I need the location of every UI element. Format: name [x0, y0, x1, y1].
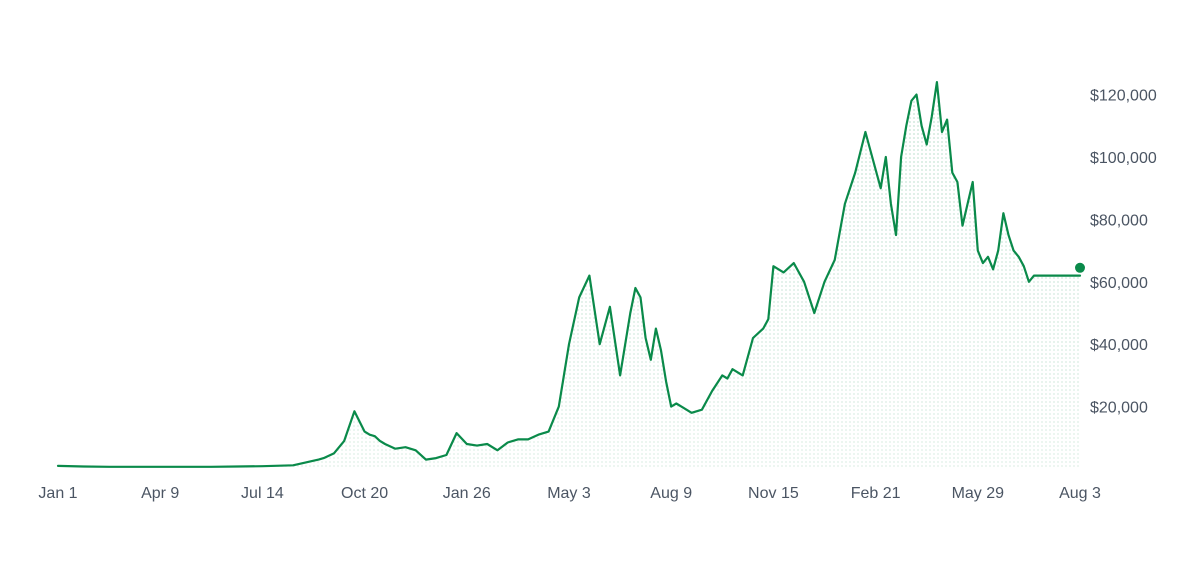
x-tick-label: Aug 3: [1059, 485, 1101, 502]
x-tick-label: Jan 26: [443, 485, 491, 502]
current-value-dot[interactable]: [1075, 262, 1085, 273]
x-tick-label: Jul 14: [241, 485, 284, 502]
x-tick-label: May 3: [547, 485, 591, 502]
y-axis-ticks: $20,000 $40,000 $60,000 $80,000 $100,000 $120…: [1090, 88, 1157, 417]
x-tick-label: May 29: [952, 485, 1005, 502]
area-fill-layer: [58, 82, 1080, 469]
y-tick-label: $80,000: [1090, 212, 1148, 229]
y-tick-label: $100,000: [1090, 150, 1157, 167]
y-tick-label: $120,000: [1090, 88, 1157, 105]
x-tick-label: Aug 9: [650, 485, 692, 502]
y-tick-label: $40,000: [1090, 337, 1148, 354]
y-tick-label: $20,000: [1090, 400, 1148, 417]
x-tick-label: Apr 9: [141, 485, 179, 502]
x-tick-label: Feb 21: [851, 485, 901, 502]
current-marker-layer: [1075, 262, 1085, 273]
price-area-dots: [58, 82, 1080, 469]
x-tick-label: Jan 1: [38, 485, 77, 502]
price-line-layer: [56, 81, 1082, 468]
price-line: [56, 81, 1082, 468]
x-axis-ticks: Jan 1 Apr 9 Jul 14 Oct 20 Jan 26 May 3 Aug 9 No…: [38, 485, 1101, 502]
y-tick-label: $60,000: [1090, 275, 1148, 292]
x-tick-label: Nov 15: [748, 485, 799, 502]
x-tick-label: Oct 20: [341, 485, 388, 502]
